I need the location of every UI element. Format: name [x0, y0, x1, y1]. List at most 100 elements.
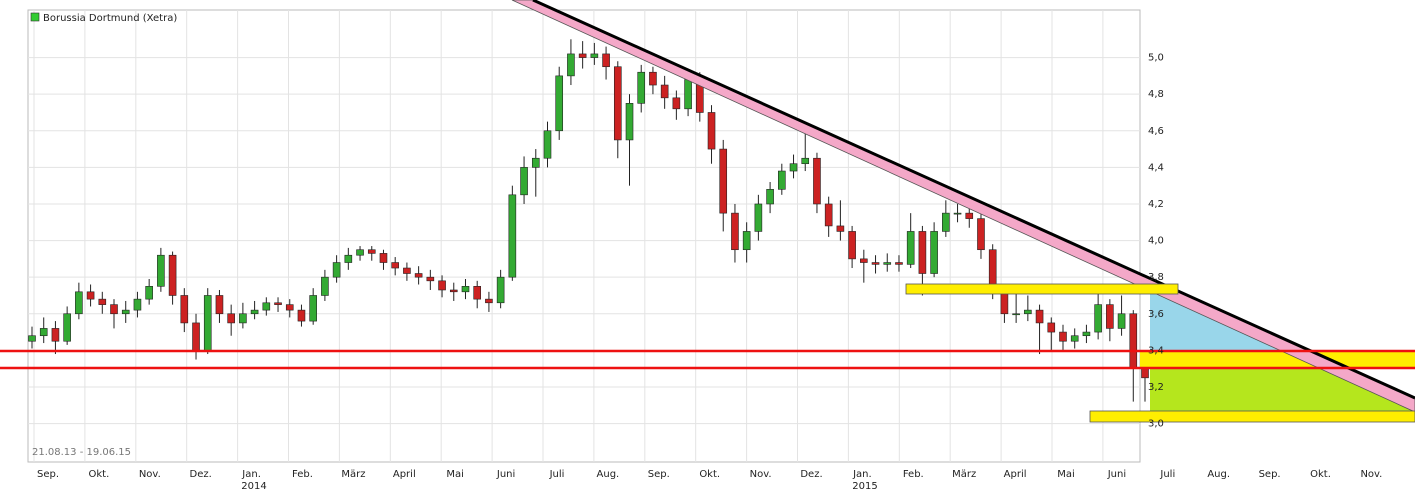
legend-label: Borussia Dortmund (Xetra) — [43, 13, 177, 24]
candle-body — [965, 212, 974, 219]
candle-body — [309, 295, 317, 322]
legend-swatch — [30, 12, 40, 22]
candle-body — [51, 328, 60, 342]
x-tick-label: Aug. — [1207, 469, 1230, 480]
candle-body — [590, 53, 599, 58]
candle-body — [438, 280, 446, 291]
x-tick-label: Nov. — [1360, 469, 1382, 480]
candle-body — [473, 286, 482, 300]
candle-body — [86, 291, 95, 300]
candle-body — [707, 112, 716, 150]
candle-body — [672, 97, 681, 110]
x-tick-label: Juni — [496, 469, 515, 480]
candle-body — [356, 249, 364, 256]
candle-body — [285, 304, 294, 311]
candle-body — [180, 295, 189, 324]
candle-body — [860, 258, 868, 263]
candle-body — [1070, 335, 1079, 342]
candle-body — [567, 53, 575, 77]
candle-body — [520, 167, 528, 196]
candle-body — [391, 262, 399, 269]
y-tick-label: 4,6 — [1148, 126, 1164, 137]
candle-body — [379, 253, 388, 263]
candle-body — [28, 335, 36, 342]
y-tick-label: 3,8 — [1148, 272, 1164, 283]
x-tick-label: April — [1004, 469, 1027, 480]
y-tick-label: 3,2 — [1148, 382, 1164, 393]
candle-body — [613, 66, 622, 141]
plot-frame — [27, 9, 1141, 463]
candle-body — [1047, 322, 1056, 333]
x-tick-label: Juni — [1107, 469, 1126, 480]
year-label: 2015 — [852, 481, 877, 492]
candle-body — [1059, 331, 1067, 342]
yellow-band — [1140, 351, 1415, 368]
x-tick-label: Sep. — [37, 469, 59, 480]
candle-body — [637, 71, 646, 104]
candle-body — [449, 289, 458, 293]
candle-body — [63, 313, 71, 342]
y-tick-label: 4,0 — [1148, 236, 1164, 247]
date-range: 21.08.13 - 19.06.15 — [32, 447, 131, 458]
candle-body — [1082, 331, 1091, 337]
candle-body — [1094, 304, 1102, 333]
candle-body — [942, 212, 950, 232]
candle-body — [801, 157, 810, 165]
x-tick-label: Juli — [1159, 469, 1175, 480]
candles — [28, 39, 1149, 402]
x-tick-label: Juli — [549, 469, 565, 480]
annotations — [0, 0, 1415, 423]
x-tick-label: Sep. — [1259, 469, 1281, 480]
candle-body — [321, 276, 329, 296]
candle-body — [742, 231, 751, 251]
candle-body — [239, 313, 247, 324]
candle-body — [918, 231, 927, 274]
candle-body — [508, 194, 517, 278]
candle-body — [157, 254, 165, 287]
candle-body — [215, 295, 224, 315]
x-tick-label: April — [393, 469, 416, 480]
candle-body — [719, 148, 728, 214]
x-tick-label: Okt. — [89, 469, 110, 480]
candle-body — [75, 291, 83, 315]
candle-body — [414, 273, 423, 278]
candle-body — [930, 231, 938, 274]
candle-body — [895, 262, 903, 265]
y-tick-label: 5,0 — [1148, 53, 1164, 64]
candle-body — [766, 189, 774, 205]
candle-body — [496, 276, 505, 304]
candle-body — [1141, 368, 1149, 379]
x-tick-label: Mai — [1057, 469, 1075, 480]
candle-body — [1106, 304, 1114, 329]
x-tick-label: Dez. — [800, 469, 822, 480]
candle-body — [133, 298, 142, 311]
candle-body — [332, 262, 341, 278]
x-tick-label: Jan. — [241, 469, 261, 480]
candle-body — [274, 302, 282, 305]
y-tick-label: 4,8 — [1148, 89, 1164, 100]
x-tick-label: Dez. — [190, 469, 212, 480]
candle-body — [977, 218, 985, 251]
candle-body — [1117, 313, 1126, 329]
candle-body — [649, 71, 657, 86]
yellow-zone — [905, 283, 1179, 295]
candle-body — [485, 298, 493, 304]
x-tick-label: Sep. — [648, 469, 670, 480]
candle-body — [145, 286, 153, 300]
year-label: 2014 — [241, 481, 266, 492]
y-tick-label: 3,6 — [1148, 309, 1164, 320]
candle-body — [1000, 291, 1009, 315]
candle-body — [1012, 313, 1020, 316]
trend-line — [532, 0, 1415, 400]
candle-body — [227, 313, 235, 324]
x-tick-label: Jan. — [852, 469, 872, 480]
candle-body — [789, 163, 798, 172]
candle-body — [953, 212, 962, 215]
x-tick-label: Nov. — [139, 469, 161, 480]
candle-body — [250, 309, 259, 315]
candle-body — [121, 309, 130, 315]
candle-body — [871, 262, 880, 265]
candle-body — [660, 84, 669, 99]
candle-body — [403, 267, 411, 274]
